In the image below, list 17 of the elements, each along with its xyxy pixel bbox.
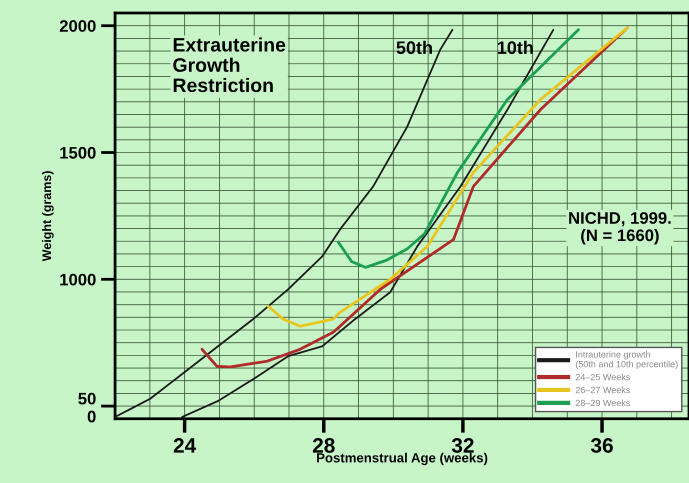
y-tick-label: 2000 <box>60 20 96 32</box>
legend-label: 24–25 Weeks <box>576 374 630 380</box>
x-axis-title: Postmenstrual Age (weeks) <box>317 452 488 466</box>
legend-label: 28–29 Weeks <box>576 400 630 406</box>
x-tick-label: 36 <box>590 438 613 453</box>
y-axis-title: Weight (grams) <box>42 171 54 262</box>
x-tick-label: 32 <box>452 438 474 453</box>
x-tick-label: 28 <box>312 438 335 453</box>
y-tick-label: 1000 <box>60 274 96 286</box>
annotation: NICHD, 1999. (N = 1660) <box>569 212 671 245</box>
x-tick-label: 24 <box>174 438 196 453</box>
y-tick-label: 1500 <box>60 146 96 159</box>
legend-label: Intrauterine growth (50th and 10th percentile) <box>576 351 678 370</box>
y-tick-label: 50 0 <box>78 392 96 422</box>
legend-label: 26–27 Weeks <box>576 386 630 394</box>
line-series <box>115 28 454 418</box>
annotation: Extrauterine Growth Restriction <box>173 37 286 92</box>
